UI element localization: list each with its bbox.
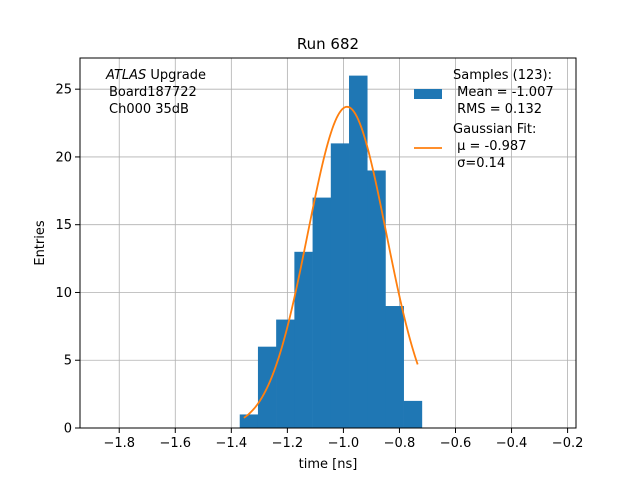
histogram-bar bbox=[349, 75, 368, 428]
y-tick-label: 10 bbox=[55, 286, 72, 301]
legend-text: RMS = 0.132 bbox=[453, 102, 542, 117]
legend-text: μ = -0.987 bbox=[453, 139, 526, 154]
legend-text: σ=0.14 bbox=[453, 156, 505, 171]
annotation-text-part: Upgrade bbox=[146, 68, 206, 83]
x-tick-label: −1.2 bbox=[272, 436, 304, 451]
x-tick-label: −0.6 bbox=[440, 436, 472, 451]
x-tick-label: −0.2 bbox=[552, 436, 584, 451]
y-tick-label: 15 bbox=[55, 218, 72, 233]
chart-title: Run 682 bbox=[297, 35, 359, 53]
histogram-bar bbox=[276, 319, 295, 428]
x-tick-label: −1.8 bbox=[103, 436, 135, 451]
gaussian-fit-curve bbox=[243, 105, 419, 419]
y-axis-label: Entries bbox=[33, 220, 48, 266]
legend-text: Mean = -1.007 bbox=[453, 85, 554, 100]
y-tick-label: 25 bbox=[55, 83, 72, 98]
histogram-bar bbox=[403, 400, 423, 428]
annotation-line: Board187722 bbox=[109, 85, 197, 100]
x-axis: −1.8 −1.6 −1.4 −1.2 −1.0 −0.8 −0.6 −0.4 −0.2 bbox=[103, 428, 583, 451]
x-tick-label: −1.4 bbox=[216, 436, 248, 451]
x-tick-label: −1.6 bbox=[159, 436, 191, 451]
legend: Samples (123): Mean = -1.007 RMS = 0.132… bbox=[414, 68, 554, 171]
plot-frame bbox=[79, 57, 577, 429]
x-tick-label: −1.0 bbox=[328, 436, 360, 451]
histogram-bar bbox=[385, 306, 404, 428]
y-tick-label: 20 bbox=[55, 150, 72, 165]
annotation-line: ATLAS Upgrade bbox=[105, 68, 206, 83]
histogram-bar bbox=[330, 143, 350, 428]
y-axis: 0 5 10 15 20 25 bbox=[55, 83, 80, 437]
annotation-line: Ch000 35dB bbox=[109, 102, 189, 117]
legend-text: Samples (123): bbox=[453, 68, 552, 83]
histogram-bar bbox=[312, 197, 332, 428]
annotation-text: ATLAS Upgrade Board187722 Ch000 35dB bbox=[105, 68, 206, 117]
gaussian-fit bbox=[243, 105, 419, 419]
y-tick-label: 0 bbox=[64, 422, 72, 437]
x-tick-label: −0.4 bbox=[496, 436, 528, 451]
histogram-bars bbox=[239, 75, 423, 428]
y-tick-label: 5 bbox=[64, 354, 72, 369]
annotation-text-part: Board187722 bbox=[109, 85, 197, 100]
annotation-text-part: Ch000 35dB bbox=[109, 102, 189, 117]
histogram-bar bbox=[367, 170, 386, 428]
x-axis-label: time [ns] bbox=[299, 457, 358, 472]
legend-patch-samples bbox=[414, 89, 442, 99]
legend-text: Gaussian Fit: bbox=[453, 122, 536, 137]
x-tick-label: −0.8 bbox=[384, 436, 416, 451]
histogram-bar bbox=[294, 251, 313, 428]
annotation-italic: ATLAS bbox=[105, 68, 146, 83]
histogram-bar bbox=[239, 414, 259, 428]
